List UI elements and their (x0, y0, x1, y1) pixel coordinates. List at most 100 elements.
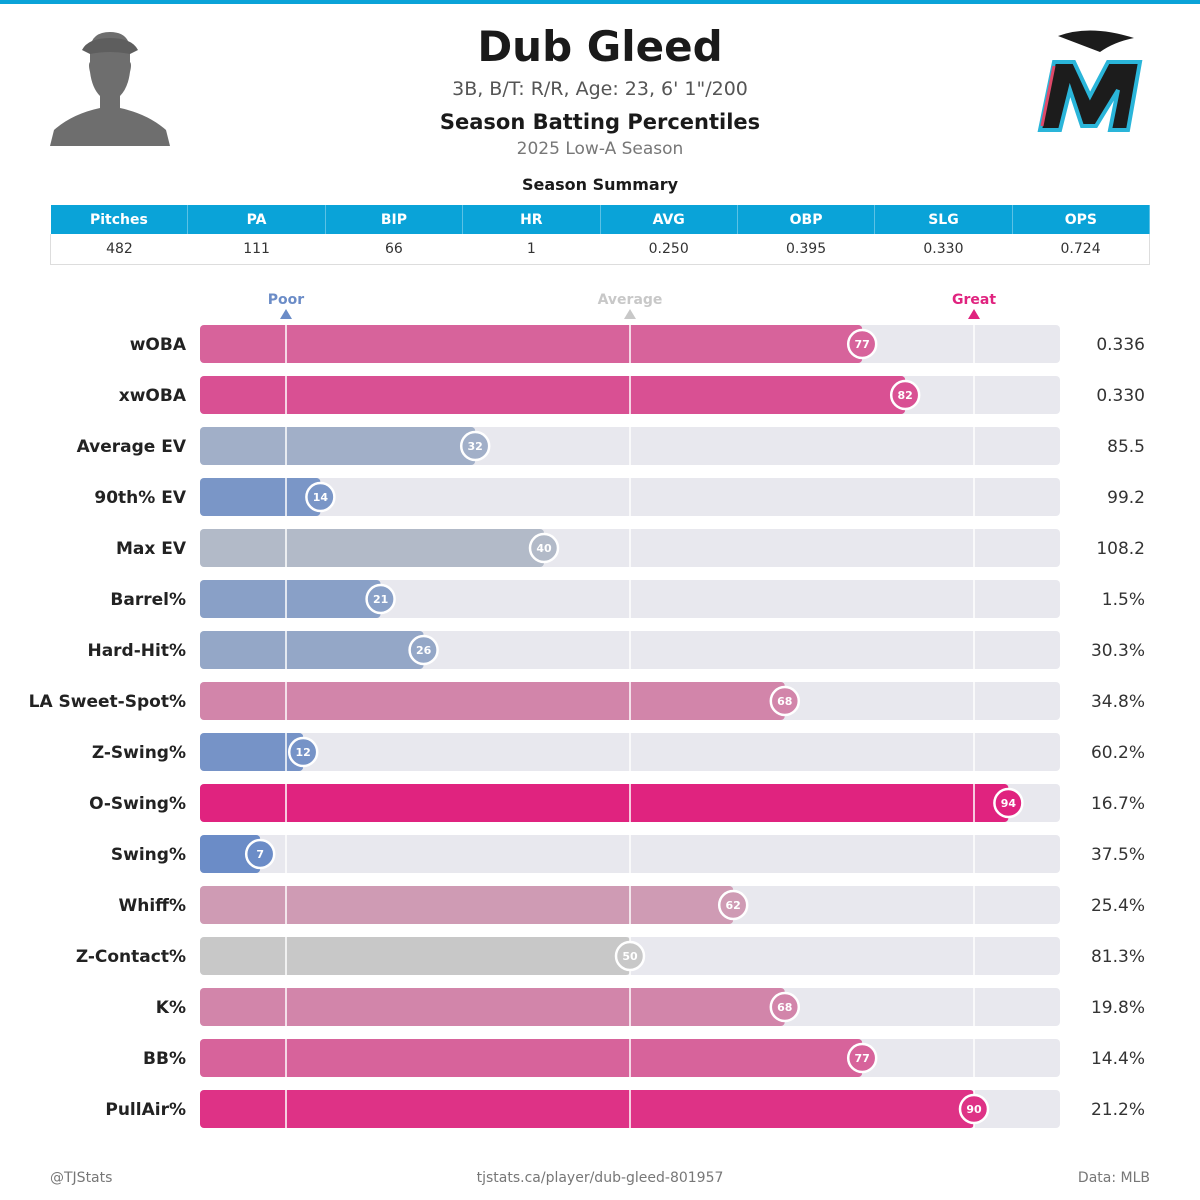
footer-url[interactable]: tjstats.ca/player/dub-gleed-801957 (476, 1170, 724, 1186)
category-label-bb: BB% (143, 1049, 186, 1069)
player-bio: 3B, B/T: R/R, Age: 23, 6' 1"/200 (452, 78, 748, 100)
stat-value-la-sweet-spot: 34.8% (1091, 692, 1145, 712)
category-label-o-swing: O-Swing% (89, 794, 186, 814)
category-label-pullair: PullAir% (105, 1100, 186, 1120)
category-label-z-swing: Z-Swing% (92, 743, 186, 763)
bar-barrel (200, 580, 381, 618)
player-silhouette-icon (50, 32, 170, 146)
summary-header-avg: AVG (600, 205, 738, 234)
stat-value-bb: 14.4% (1091, 1049, 1145, 1069)
percentile-label-hard-hit: 26 (416, 644, 432, 657)
bar-swing (200, 835, 261, 873)
player-name: Dub Gleed (477, 22, 723, 71)
summary-header-row: Pitches PA BIP HR AVG OBP SLG OPS (50, 205, 1151, 234)
stat-value-pullair: 21.2% (1091, 1100, 1145, 1120)
stat-value-k: 19.8% (1091, 998, 1145, 1018)
top-accent-line (0, 0, 1200, 4)
reference-marker-great (968, 309, 980, 319)
stat-value-barrel: 1.5% (1102, 590, 1145, 610)
summary-header-ops: OPS (1012, 205, 1151, 234)
footer-data-source: Data: MLB (1077, 1170, 1150, 1186)
percentile-marker-whiff (717, 889, 749, 921)
percentile-marker-pullair (958, 1093, 990, 1125)
bar-average-ev (200, 427, 476, 465)
percentile-label-max-ev: 40 (536, 542, 552, 555)
percentile-marker-k (769, 991, 801, 1023)
category-label-k: K% (156, 998, 186, 1018)
summary-header-pitches: Pitches (50, 205, 189, 234)
stat-value-max-ev: 108.2 (1096, 539, 1145, 559)
category-label-swing: Swing% (111, 845, 186, 865)
percentile-label-pullair: 90 (966, 1103, 982, 1116)
season-summary-table: Pitches PA BIP HR AVG OBP SLG OPS 482 111 66 1 0.25… (49, 205, 1151, 265)
percentile-marker-swing (244, 838, 276, 870)
category-label-la-sweet-spot: LA Sweet-Spot% (29, 692, 186, 712)
summary-value-slg: 0.330 (874, 234, 1013, 265)
category-label-max-ev: Max EV (116, 539, 187, 559)
category-label-90th-ev: 90th% EV (94, 488, 186, 508)
footer-handle: @TJStats (50, 1170, 113, 1186)
percentile-label-barrel: 21 (373, 593, 388, 606)
chart-heading: Season Batting Percentiles (439, 110, 761, 134)
reference-label-poor: Poor (268, 292, 304, 308)
category-label-average-ev: Average EV (77, 437, 187, 457)
summary-value-pitches: 482 (49, 234, 188, 265)
summary-header-obp: OBP (737, 205, 876, 234)
percentile-label-average-ev: 32 (468, 440, 483, 453)
percentile-label-xwoba: 82 (898, 389, 913, 402)
percentile-marker-average-ev (459, 430, 491, 462)
summary-value-bip: 66 (325, 234, 463, 265)
percentile-label-whiff: 62 (726, 899, 741, 912)
bar-k (200, 988, 785, 1026)
percentile-marker-z-swing (287, 736, 319, 768)
percentile-marker-max-ev (528, 532, 560, 564)
stat-value-woba: 0.336 (1096, 335, 1145, 355)
team-logo-icon (1037, 30, 1143, 132)
stat-value-o-swing: 16.7% (1091, 794, 1145, 814)
category-label-barrel: Barrel% (110, 590, 186, 610)
bar-pullair (200, 1090, 974, 1128)
summary-value-obp: 0.395 (737, 234, 875, 265)
percentile-label-z-contact: 50 (622, 950, 638, 963)
reference-label-great: Great (952, 292, 996, 308)
summary-header-bip: BIP (325, 205, 464, 234)
summary-header-hr: HR (462, 205, 601, 234)
percentile-marker-barrel (365, 583, 396, 615)
percentile-marker-90th-ev (305, 481, 336, 513)
stat-value-swing: 37.5% (1091, 845, 1145, 865)
summary-value-row: 482 111 66 1 0.250 0.395 0.330 0.724 (49, 234, 1151, 265)
bar-z-contact (200, 937, 630, 975)
summary-header-pa: PA (187, 205, 326, 234)
stat-value-z-contact: 81.3% (1091, 947, 1145, 967)
summary-header-slg: SLG (874, 205, 1013, 234)
percentile-label-woba: 77 (855, 338, 870, 351)
percentile-label-k: 68 (777, 1001, 792, 1014)
bar-90th-ev (200, 478, 321, 516)
percentile-marker-bb (846, 1042, 878, 1074)
season-label: 2025 Low-A Season (516, 139, 684, 159)
bar-whiff (200, 886, 734, 924)
percentile-label-bb: 77 (855, 1052, 870, 1065)
category-label-woba: wOBA (130, 335, 187, 355)
percentile-label-swing: 7 (256, 848, 264, 861)
summary-value-pa: 111 (187, 234, 326, 265)
percentile-label-la-sweet-spot: 68 (777, 695, 792, 708)
stat-value-average-ev: 85.5 (1107, 437, 1145, 457)
bar-xwoba (200, 376, 906, 414)
summary-value-hr: 1 (462, 234, 600, 265)
percentile-marker-z-contact (614, 940, 646, 972)
summary-value-ops: 0.724 (1012, 234, 1151, 265)
percentile-marker-woba (846, 328, 878, 360)
stat-value-xwoba: 0.330 (1096, 386, 1145, 406)
percentile-marker-la-sweet-spot (769, 685, 801, 717)
percentile-marker-o-swing (993, 787, 1024, 819)
percentile-marker-hard-hit (408, 634, 439, 666)
percentile-chart: Poor Average Great wOBA 77 0.336 xwOBA 82 0.330 A… (29, 292, 1145, 1128)
stat-value-90th-ev: 99.2 (1107, 488, 1145, 508)
stat-value-hard-hit: 30.3% (1091, 641, 1145, 661)
category-label-whiff: Whiff% (119, 896, 187, 916)
stat-value-whiff: 25.4% (1091, 896, 1145, 916)
reference-marker-average (624, 309, 636, 319)
bar-max-ev (200, 529, 544, 567)
reference-marker-poor (280, 309, 292, 319)
